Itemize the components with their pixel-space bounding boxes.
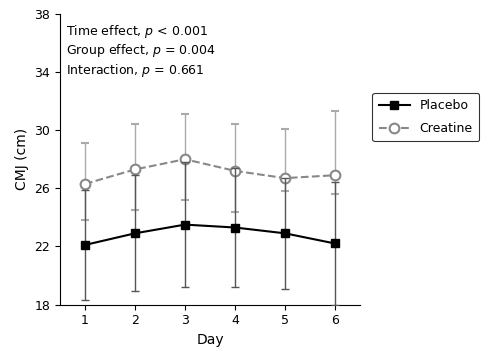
Legend: Placebo, Creatine: Placebo, Creatine <box>372 93 479 141</box>
Text: Time effect, $p$ < 0.001
Group effect, $p$ = 0.004
Interaction, $p$ = 0.661: Time effect, $p$ < 0.001 Group effect, $… <box>66 23 216 78</box>
Y-axis label: CMJ (cm): CMJ (cm) <box>15 128 29 190</box>
X-axis label: Day: Day <box>196 333 224 347</box>
